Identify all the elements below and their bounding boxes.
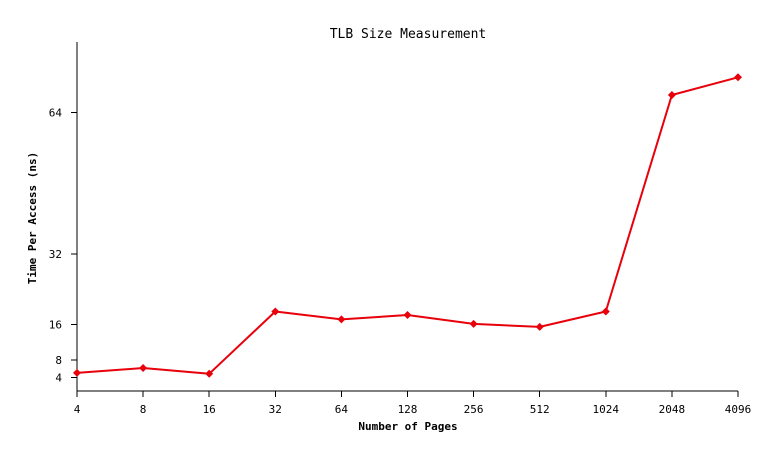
data-point (205, 369, 214, 378)
data-point (139, 364, 148, 372)
x-ticks: 4 8 16 32 64 128 256 512 1024 2048 4096 (74, 391, 752, 416)
x-tick-label: 8 (140, 403, 147, 416)
x-tick-label: 2048 (659, 403, 686, 416)
y-tick-label: 32 (49, 248, 62, 261)
x-tick-label: 4096 (725, 403, 752, 416)
x-tick-label: 32 (269, 403, 282, 416)
x-tick-label: 128 (398, 403, 418, 416)
y-tick-label: 64 (49, 107, 63, 120)
data-point (337, 315, 346, 324)
data-point (535, 322, 544, 331)
x-tick-label: 512 (530, 403, 550, 416)
data-point (734, 73, 742, 82)
x-tick-label: 256 (464, 403, 484, 416)
series-layer (73, 73, 742, 378)
data-point (469, 319, 478, 328)
data-point (601, 307, 610, 316)
data-point (667, 91, 676, 99)
x-tick-label: 64 (335, 403, 349, 416)
series-line (76, 76, 739, 375)
chart-title: TLB Size Measurement (330, 27, 487, 42)
y-axis-label: Time Per Access (ns) (26, 152, 39, 284)
x-axis-label: Number of Pages (358, 420, 457, 433)
x-tick-label: 1024 (593, 403, 620, 416)
data-point (403, 311, 412, 319)
x-tick-label: 16 (203, 403, 216, 416)
y-tick-label: 8 (55, 354, 62, 367)
data-point (73, 368, 81, 377)
y-ticks: 4 8 16 32 64 (49, 107, 77, 385)
data-point (271, 307, 280, 316)
y-tick-label: 16 (49, 319, 62, 332)
x-tick-label: 4 (74, 403, 81, 416)
y-tick-label: 4 (55, 372, 62, 385)
